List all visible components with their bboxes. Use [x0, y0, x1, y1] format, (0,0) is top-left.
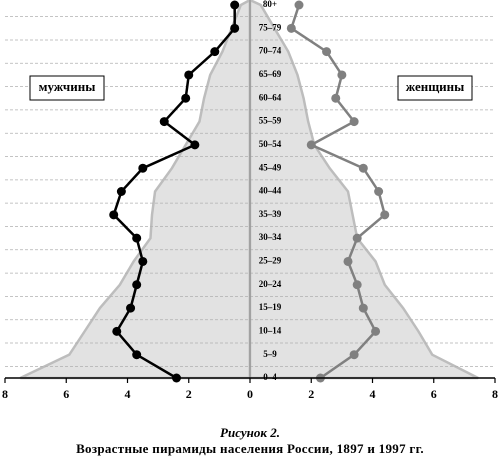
dot [132, 233, 142, 243]
dot [294, 0, 304, 10]
dot [230, 0, 240, 10]
dot [380, 210, 390, 220]
dot [337, 70, 347, 80]
dot [109, 210, 119, 220]
dot [352, 233, 362, 243]
area [19, 0, 252, 380]
side-label: женщины [406, 79, 465, 94]
age-label: 45–49 [259, 162, 282, 172]
side-label: мужчины [39, 79, 96, 94]
dot [126, 303, 136, 313]
dot [371, 326, 381, 336]
dot [322, 47, 332, 57]
dot [352, 280, 362, 290]
x-tick-label: 6 [431, 387, 437, 401]
dot [349, 350, 359, 360]
dot [358, 303, 368, 313]
dot [343, 256, 353, 266]
x-tick-label: 4 [370, 387, 376, 401]
age-label: 5–9 [263, 349, 277, 359]
dot [138, 163, 148, 173]
dot [184, 70, 194, 80]
x-tick-label: 2 [186, 387, 192, 401]
dot [306, 140, 316, 150]
caption: Возрастные пирамиды населения России, 18… [76, 441, 424, 456]
area [248, 0, 479, 380]
dot [210, 47, 220, 57]
x-tick-label: 0 [247, 387, 253, 401]
x-tick-label: 2 [308, 387, 314, 401]
dot [181, 93, 191, 103]
age-label: 55–59 [259, 116, 282, 126]
dot [374, 187, 384, 196]
age-label: 30–34 [259, 232, 282, 242]
x-tick-label: 8 [492, 387, 498, 401]
age-label: 25–29 [259, 256, 282, 266]
age-label: 40–44 [259, 186, 282, 196]
dot [132, 280, 142, 290]
dot [132, 350, 142, 360]
age-label: 60–64 [259, 92, 282, 102]
dot [112, 326, 122, 336]
age-label: 80+ [263, 0, 277, 9]
age-label: 20–24 [259, 279, 282, 289]
dot [190, 140, 200, 150]
figure-label: Рисунок 2. [220, 425, 280, 440]
age-label: 50–54 [259, 139, 282, 149]
left-label-box [29, 75, 105, 101]
dot [116, 187, 126, 196]
dot [349, 117, 359, 127]
dot [331, 93, 341, 103]
age-label: 75–79 [259, 22, 282, 32]
age-label: 10–14 [259, 325, 282, 335]
dot [286, 23, 296, 33]
dot [230, 23, 240, 33]
right-label-box [397, 75, 473, 101]
x-tick-label: 6 [63, 387, 69, 401]
age-label: 65–69 [259, 69, 282, 79]
x-tick-label: 4 [125, 387, 131, 401]
age-label: 0–4 [263, 372, 277, 382]
dot [358, 163, 368, 173]
age-label: 70–74 [259, 46, 282, 56]
x-tick-label: 8 [2, 387, 8, 401]
age-label: 15–19 [259, 302, 282, 312]
dot [138, 256, 148, 266]
age-label: 35–39 [259, 209, 282, 219]
dot [159, 117, 169, 127]
